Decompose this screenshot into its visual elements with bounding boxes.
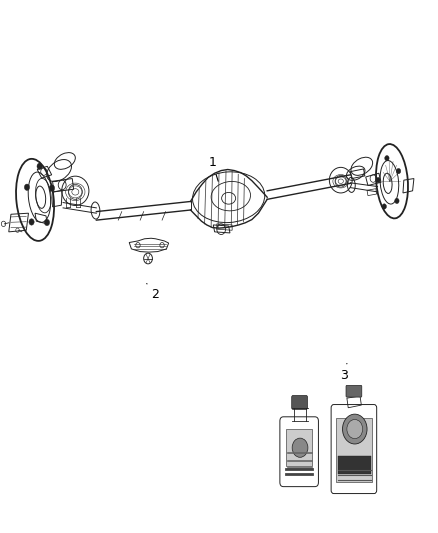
Circle shape [385,156,389,161]
Text: 2: 2 [147,284,159,301]
Circle shape [44,219,49,225]
FancyBboxPatch shape [346,385,362,397]
FancyBboxPatch shape [292,395,307,409]
Text: 1: 1 [208,156,218,181]
Text: 3: 3 [340,364,348,382]
Circle shape [396,168,401,174]
Circle shape [343,414,367,444]
FancyBboxPatch shape [338,456,371,474]
FancyBboxPatch shape [336,418,372,482]
Circle shape [395,198,399,204]
Circle shape [382,204,386,209]
Circle shape [37,163,42,169]
FancyBboxPatch shape [286,429,312,466]
Circle shape [25,184,30,190]
Circle shape [347,419,363,439]
Circle shape [376,177,380,183]
Circle shape [49,185,55,191]
Circle shape [292,438,308,457]
Circle shape [29,219,34,225]
